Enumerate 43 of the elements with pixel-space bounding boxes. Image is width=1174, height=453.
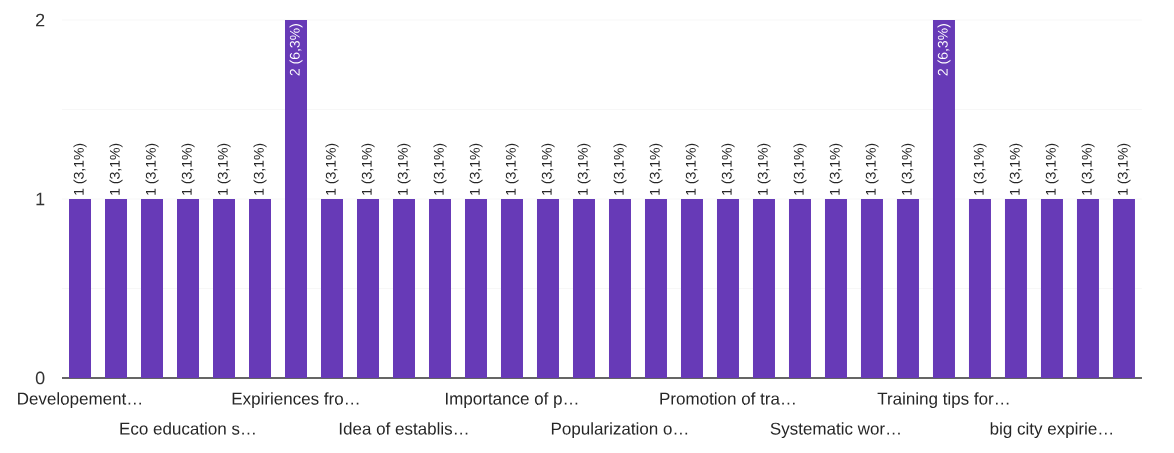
data-label: 1 (3,1%) [541, 143, 555, 195]
x-tick-label: Developement… [18, 392, 141, 409]
x-tick-label: Training tips for… [877, 392, 1009, 409]
data-label: 2 (6,3%) [289, 24, 303, 76]
data-label: 1 (3,1%) [1117, 143, 1131, 195]
data-label: 1 (3,1%) [1009, 143, 1023, 195]
x-tick-label: Promotion of tra… [660, 392, 795, 405]
data-label: 1 (3,1%) [865, 143, 879, 195]
data-label: 1 (3,1%) [649, 143, 663, 195]
data-label: 1 (3,1%) [901, 143, 915, 195]
data-label: 1 (3,1%) [757, 143, 771, 195]
data-label: 1 (3,1%) [253, 143, 267, 195]
data-label: 1 (3,1%) [397, 143, 411, 195]
y-tick-label: 1 [36, 192, 45, 206]
x-tick-label: Systematic wor… [770, 422, 900, 439]
y-tick-label: 0 [35, 371, 45, 385]
data-label: 1 (3,1%) [325, 143, 339, 195]
data-label: 1 (3,1%) [1081, 143, 1095, 195]
data-label: 1 (3,1%) [973, 143, 987, 195]
data-label: 1 (3,1%) [613, 143, 627, 195]
data-label: 1 (3,1%) [73, 143, 87, 195]
data-label: 1 (3,1%) [109, 143, 123, 195]
x-tick-label: big city expirie… [990, 422, 1112, 439]
data-label: 1 (3,1%) [577, 143, 591, 195]
x-tick-label: Idea of establis… [339, 422, 468, 435]
data-label: 1 (3,1%) [721, 143, 735, 195]
data-label: 1 (3,1%) [505, 143, 519, 195]
data-label: 1 (3,1%) [793, 143, 807, 195]
data-label: 1 (3,1%) [685, 143, 699, 195]
x-tick-label: Expiriences fro… [232, 392, 359, 409]
data-label: 1 (3,1%) [217, 143, 231, 195]
y-tick-label: 2 [36, 13, 45, 27]
data-label: 1 (3,1%) [469, 143, 483, 195]
data-label: 1 (3,1%) [145, 143, 159, 195]
data-label: 1 (3,1%) [829, 143, 843, 195]
x-tick-label: Eco education s… [120, 422, 255, 435]
x-tick-label: Importance of p… [446, 392, 578, 409]
data-label: 1 (3,1%) [361, 143, 375, 195]
data-label: 2 (6,3%) [937, 24, 951, 76]
data-label: 1 (3,1%) [181, 143, 195, 195]
x-tick-label: Popularization o… [551, 422, 688, 439]
data-label: 1 (3,1%) [433, 143, 447, 195]
data-label: 1 (3,1%) [1045, 143, 1059, 195]
